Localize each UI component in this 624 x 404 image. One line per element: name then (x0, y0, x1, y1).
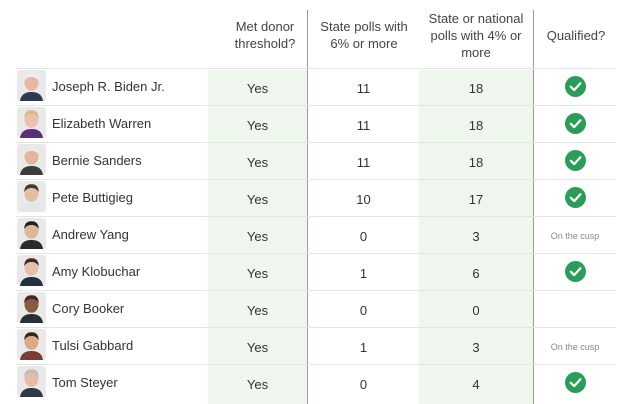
check-icon (565, 150, 586, 171)
candidate-name: Joseph R. Biden Jr. (52, 79, 165, 94)
candidate-row: Andrew Yang Yes 0 3 On the cusp (0, 216, 624, 253)
header-donor-threshold: Met donor threshold? (234, 19, 296, 51)
candidate-name: Pete Buttigieg (52, 190, 133, 205)
candidate-row: Elizabeth Warren Yes 11 18 (0, 105, 624, 142)
header-state-polls: State polls with 6% or more (320, 19, 408, 51)
state-polls-value: 10 (356, 192, 371, 207)
candidate-photo (17, 107, 46, 138)
candidate-photo (17, 181, 46, 212)
row-separator (16, 142, 616, 143)
national-polls-value: 3 (472, 229, 480, 244)
state-polls-value: 11 (356, 81, 371, 96)
check-icon (565, 187, 586, 208)
candidate-row: Bernie Sanders Yes 11 18 (0, 142, 624, 179)
national-polls-value: 18 (468, 81, 484, 96)
donor-threshold-value: Yes (246, 155, 269, 170)
check-icon (565, 76, 586, 97)
row-separator (16, 327, 616, 328)
state-polls-value: 1 (359, 266, 368, 281)
candidate-name: Andrew Yang (52, 227, 129, 242)
candidate-row: Amy Klobuchar Yes 1 6 (0, 253, 624, 290)
donor-threshold-value: Yes (246, 340, 269, 355)
candidate-row: Tulsi Gabbard Yes 1 3 On the cusp (0, 327, 624, 364)
candidate-photo (17, 329, 46, 360)
national-polls-value: 18 (468, 118, 484, 133)
national-polls-value: 18 (468, 155, 484, 170)
national-column-shade (419, 70, 533, 404)
candidate-row: Tom Steyer Yes 0 4 (0, 364, 624, 401)
row-separator (16, 364, 616, 365)
national-polls-value: 0 (472, 303, 480, 318)
candidate-name: Amy Klobuchar (52, 264, 141, 279)
row-separator (16, 216, 616, 217)
candidate-photo (17, 144, 46, 175)
candidate-row: Joseph R. Biden Jr. Yes 11 18 (0, 68, 624, 105)
national-polls-value: 4 (472, 377, 480, 392)
donor-threshold-value: Yes (246, 266, 269, 281)
donor-threshold-value: Yes (246, 81, 269, 96)
column-divider-right (533, 10, 534, 404)
donor-threshold-value: Yes (246, 377, 269, 392)
candidate-name: Elizabeth Warren (52, 116, 152, 131)
column-divider-left (307, 10, 308, 404)
donor-threshold-value: Yes (246, 192, 269, 207)
candidate-name: Cory Booker (52, 301, 125, 316)
candidate-photo (17, 70, 46, 101)
donor-threshold-value: Yes (246, 118, 269, 133)
donor-column-shade (208, 70, 307, 404)
state-polls-value: 0 (359, 229, 368, 244)
donor-threshold-value: Yes (246, 229, 269, 244)
check-icon (565, 261, 586, 282)
candidate-photo (17, 255, 46, 286)
on-the-cusp-label: On the cusp (550, 342, 600, 352)
on-the-cusp-label: On the cusp (550, 231, 600, 241)
candidate-name: Bernie Sanders (52, 153, 142, 168)
state-polls-value: 1 (359, 340, 368, 355)
row-separator (16, 179, 616, 180)
national-polls-value: 17 (468, 192, 484, 207)
state-polls-value: 11 (356, 118, 371, 133)
check-icon (565, 113, 586, 134)
candidate-photo (17, 218, 46, 249)
national-polls-value: 3 (472, 340, 480, 355)
candidate-photo (17, 366, 46, 397)
header-national-polls: State or national polls with 4% or more (428, 10, 524, 60)
row-separator (16, 68, 616, 69)
state-polls-value: 11 (356, 155, 371, 170)
row-separator (16, 253, 616, 254)
state-polls-value: 0 (359, 303, 368, 318)
candidate-row: Pete Buttigieg Yes 10 17 (0, 179, 624, 216)
candidate-row: Cory Booker Yes 0 0 (0, 290, 624, 327)
donor-threshold-value: Yes (246, 303, 269, 318)
header-qualified: Qualified? (546, 27, 606, 43)
state-polls-value: 0 (359, 377, 368, 392)
row-separator (16, 105, 616, 106)
candidate-name: Tulsi Gabbard (52, 338, 134, 353)
candidate-name: Tom Steyer (52, 375, 118, 390)
check-icon (565, 372, 586, 393)
national-polls-value: 6 (472, 266, 480, 281)
candidate-photo (17, 292, 46, 323)
row-separator (16, 290, 616, 291)
